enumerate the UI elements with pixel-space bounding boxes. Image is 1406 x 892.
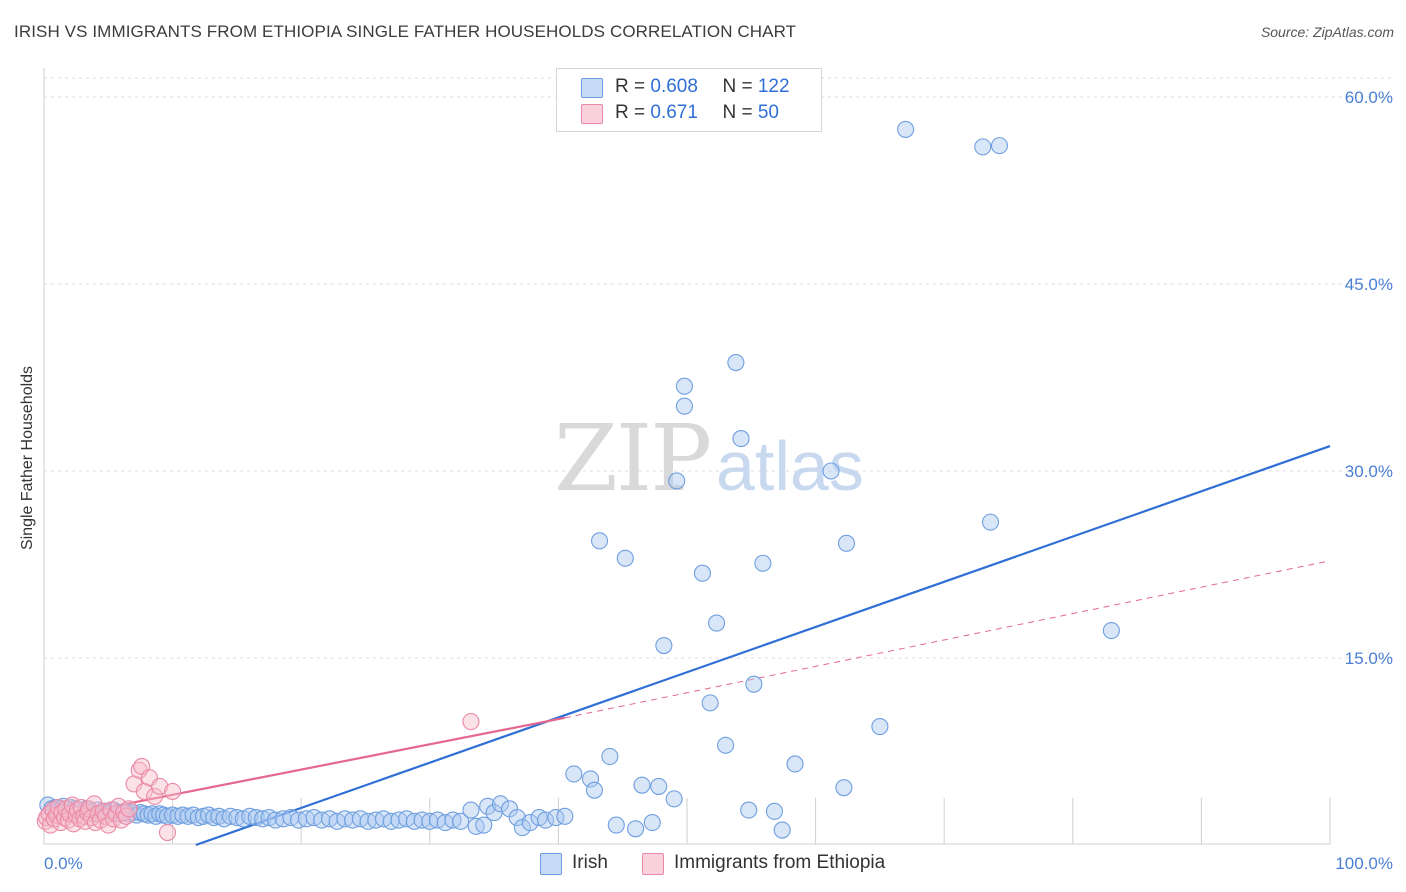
ethiopia-point xyxy=(120,800,138,818)
watermark: ZIP atlas xyxy=(554,405,864,512)
irish-point xyxy=(675,377,693,395)
irish-point xyxy=(479,797,497,815)
ethiopia-r-value: 0.671 xyxy=(650,102,698,123)
irish-point xyxy=(247,809,265,827)
irish-point xyxy=(897,120,915,138)
ethiopia-n-value: 50 xyxy=(757,102,779,123)
watermark-zip: ZIP xyxy=(554,405,710,512)
irish-point xyxy=(740,801,758,819)
irish-point xyxy=(837,534,856,552)
irish-point xyxy=(591,532,609,550)
irish-n-label: N = xyxy=(722,76,758,97)
irish-point xyxy=(668,472,686,490)
ethiopia-r-label: R = xyxy=(615,102,651,123)
irish-point xyxy=(1102,622,1120,640)
irish-point xyxy=(254,810,272,828)
irish-point xyxy=(643,814,661,832)
irish-point xyxy=(765,802,783,820)
irish-point xyxy=(650,777,668,795)
irish-point xyxy=(701,694,719,712)
irish-point xyxy=(981,513,1000,531)
irish-point xyxy=(556,807,574,825)
irish-point xyxy=(221,807,240,825)
y-tick-label: 15.0% xyxy=(1345,649,1393,668)
irish-point xyxy=(708,614,726,632)
irish-point xyxy=(601,747,619,766)
irish-point xyxy=(693,564,711,582)
irish-point xyxy=(871,718,889,736)
irish-point xyxy=(990,137,1009,155)
irish-point xyxy=(675,397,693,415)
y-tick-label: 60.0% xyxy=(1345,88,1393,107)
irish-point xyxy=(773,821,791,839)
irish-point xyxy=(228,809,246,827)
irish-point xyxy=(822,462,840,480)
ethiopia-point xyxy=(462,713,480,731)
trend-line-ethiopia-extrapolated xyxy=(564,560,1331,719)
irish-point xyxy=(745,675,763,693)
irish-point xyxy=(241,807,259,825)
correlation-legend: R = 0.608 N = 122 R = 0.671 N = 50 xyxy=(556,68,822,132)
irish-point xyxy=(581,770,600,788)
ethiopia-point xyxy=(151,777,169,795)
y-tick-label: 45.0% xyxy=(1345,275,1393,294)
x-tick-label: 100.0% xyxy=(1335,854,1393,873)
irish-point xyxy=(633,776,651,794)
irish-point xyxy=(727,353,745,372)
irish-r-value: 0.608 xyxy=(650,76,698,97)
trend-lines xyxy=(43,445,1331,847)
y-tick-label: 30.0% xyxy=(1345,462,1393,481)
trend-line-irish xyxy=(195,445,1331,847)
irish-point xyxy=(462,801,480,819)
trend-line-ethiopia xyxy=(43,716,566,822)
x-tick-label: 0.0% xyxy=(44,854,83,873)
ethiopia-point xyxy=(164,782,182,800)
irish-point xyxy=(665,790,683,808)
irish-point xyxy=(536,811,555,829)
irish-point xyxy=(974,138,992,156)
irish-swatch xyxy=(581,78,603,98)
irish-point xyxy=(754,554,772,572)
chart-title: IRISH VS IMMIGRANTS FROM ETHIOPIA SINGLE… xyxy=(14,22,797,41)
irish-point xyxy=(717,736,735,754)
ethiopia-legend-label: Immigrants from Ethiopia xyxy=(674,852,886,873)
irish-point xyxy=(565,765,583,783)
ethiopia-legend-swatch xyxy=(642,853,664,875)
ethiopia-point xyxy=(146,787,164,805)
irish-point xyxy=(732,430,750,448)
irish-point xyxy=(508,809,526,827)
irish-point xyxy=(452,812,470,830)
ethiopia-swatch xyxy=(581,104,603,124)
irish-point xyxy=(585,781,603,799)
irish-point xyxy=(475,816,493,834)
watermark-atlas: atlas xyxy=(716,427,864,505)
irish-point xyxy=(547,809,565,827)
irish-n-value: 122 xyxy=(757,76,790,97)
irish-point xyxy=(607,816,625,834)
source-credit: Source: ZipAtlas.com xyxy=(1260,24,1394,40)
tick-labels: 15.0% 30.0% 45.0% 60.0% 0.0% 100.0% xyxy=(44,88,1393,873)
irish-legend-label: Irish xyxy=(572,852,608,873)
irish-point xyxy=(627,820,645,838)
irish-legend-swatch xyxy=(540,853,562,875)
irish-point xyxy=(655,636,673,655)
data-points xyxy=(36,120,1120,842)
irish-point xyxy=(786,755,804,773)
ethiopia-n-label: N = xyxy=(722,102,758,123)
irish-r-label: R = xyxy=(615,76,651,97)
irish-point xyxy=(835,779,853,797)
irish-point xyxy=(491,795,510,813)
irish-point xyxy=(616,549,634,567)
ethiopia-point xyxy=(158,823,177,842)
